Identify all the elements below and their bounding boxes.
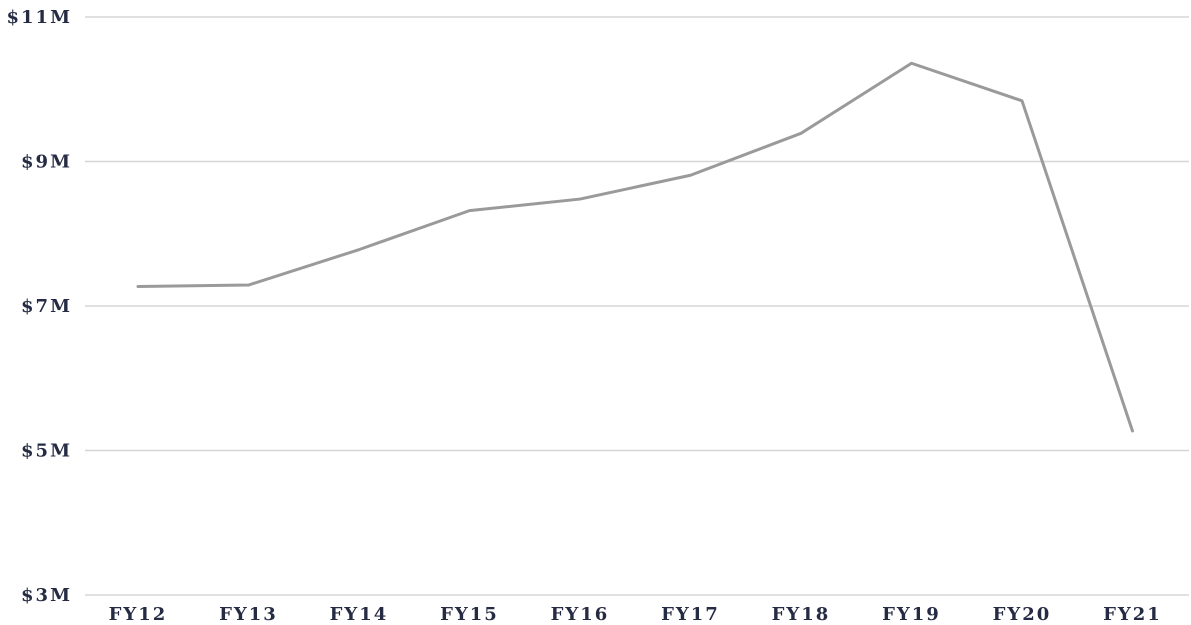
- series-group: [136, 61, 1134, 433]
- y-tick-label: $7M: [21, 296, 72, 317]
- x-tick-label: FY18: [772, 604, 831, 625]
- x-tick-label: FY21: [1103, 604, 1162, 625]
- y-axis-ticks: $3M $5M $7M $9M $11M: [7, 7, 73, 606]
- x-axis-ticks: FY12 FY13 FY14 FY15 FY16 FY17 FY18 FY19 FY20 FY21: [109, 604, 1162, 625]
- x-tick-label: FY14: [330, 604, 389, 625]
- x-tick-label: FY16: [551, 604, 610, 625]
- y-tick-label: $9M: [21, 152, 72, 173]
- x-tick-label: FY19: [882, 604, 941, 625]
- series-line: [136, 61, 1134, 433]
- x-tick-label: FY13: [219, 604, 278, 625]
- y-tick-label: $5M: [21, 441, 72, 462]
- x-tick-label: FY20: [993, 604, 1052, 625]
- x-tick-label: FY15: [440, 604, 499, 625]
- gridlines: [85, 16, 1189, 596]
- x-tick-label: FY12: [109, 604, 168, 625]
- y-tick-label: $3M: [21, 585, 72, 606]
- x-tick-label: FY17: [661, 604, 720, 625]
- y-tick-label: $11M: [7, 7, 73, 28]
